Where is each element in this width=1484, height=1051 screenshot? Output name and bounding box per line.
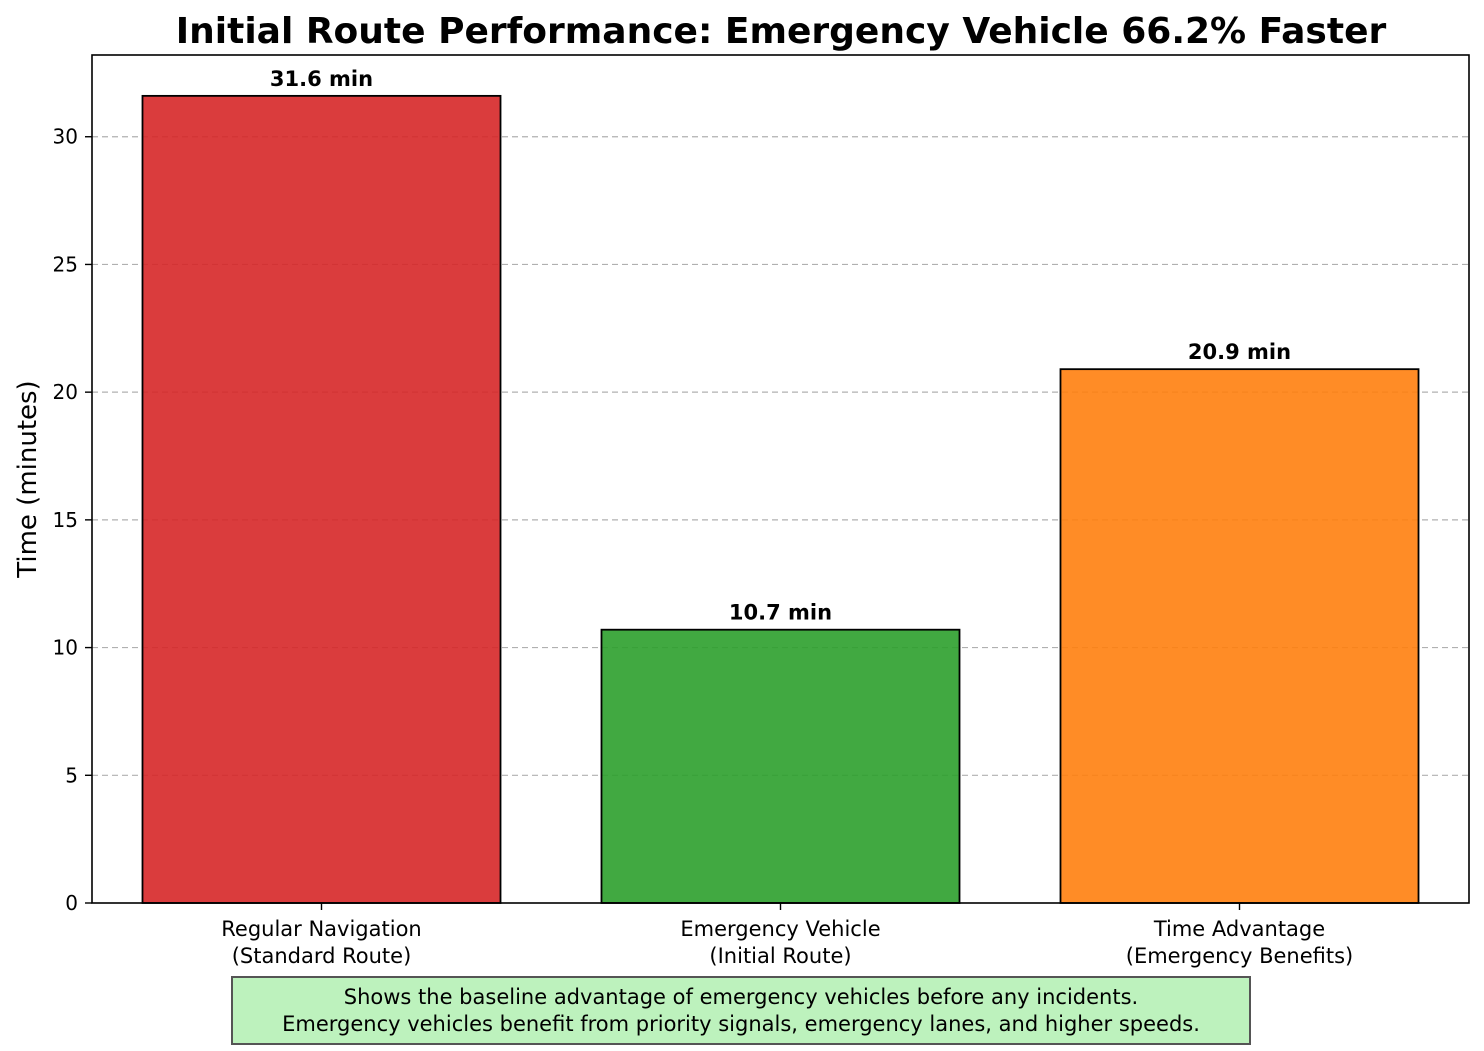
- caption-box: Shows the baseline advantage of emergenc…: [231, 976, 1251, 1045]
- y-axis-ticks: 0 5 10 15 20 25 30: [53, 125, 92, 915]
- y-tick-label: 15: [53, 508, 78, 532]
- y-axis-label: Time (minutes): [13, 380, 43, 578]
- x-tick-label: Emergency Vehicle: [680, 917, 880, 941]
- x-tick-label: Regular Navigation: [221, 917, 421, 941]
- y-tick-label: 5: [65, 763, 78, 787]
- y-tick-label: 25: [53, 252, 78, 276]
- y-tick-label: 20: [53, 380, 78, 404]
- y-tick-label: 30: [53, 125, 78, 149]
- bars: 31.6 min 10.7 min 20.9 min: [141, 67, 1420, 904]
- caption-line-1: Shows the baseline advantage of emergenc…: [343, 984, 1139, 1009]
- bar: [141, 94, 502, 904]
- bar: [600, 628, 961, 904]
- x-tick-label: (Initial Route): [709, 944, 851, 968]
- y-tick-label: 10: [53, 636, 78, 660]
- bar-value-label: 10.7 min: [729, 601, 832, 625]
- plot-frame: [91, 54, 1470, 904]
- caption-line-2: Emergency vehicles benefit from priority…: [282, 1011, 1200, 1036]
- bar-value-label: 20.9 min: [1188, 340, 1291, 364]
- x-tick-label: Time Advantage: [1153, 917, 1325, 941]
- x-tick-label: (Standard Route): [232, 944, 412, 968]
- bar-value-label: 31.6 min: [270, 67, 373, 91]
- chart-title: Initial Route Performance: Emergency Veh…: [176, 11, 1387, 52]
- y-tick-label: 0: [65, 891, 78, 915]
- bar: [1059, 368, 1420, 904]
- x-axis-ticks: Regular Navigation (Standard Route) Emerge…: [221, 903, 1353, 968]
- x-tick-label: (Emergency Benefits): [1126, 944, 1353, 968]
